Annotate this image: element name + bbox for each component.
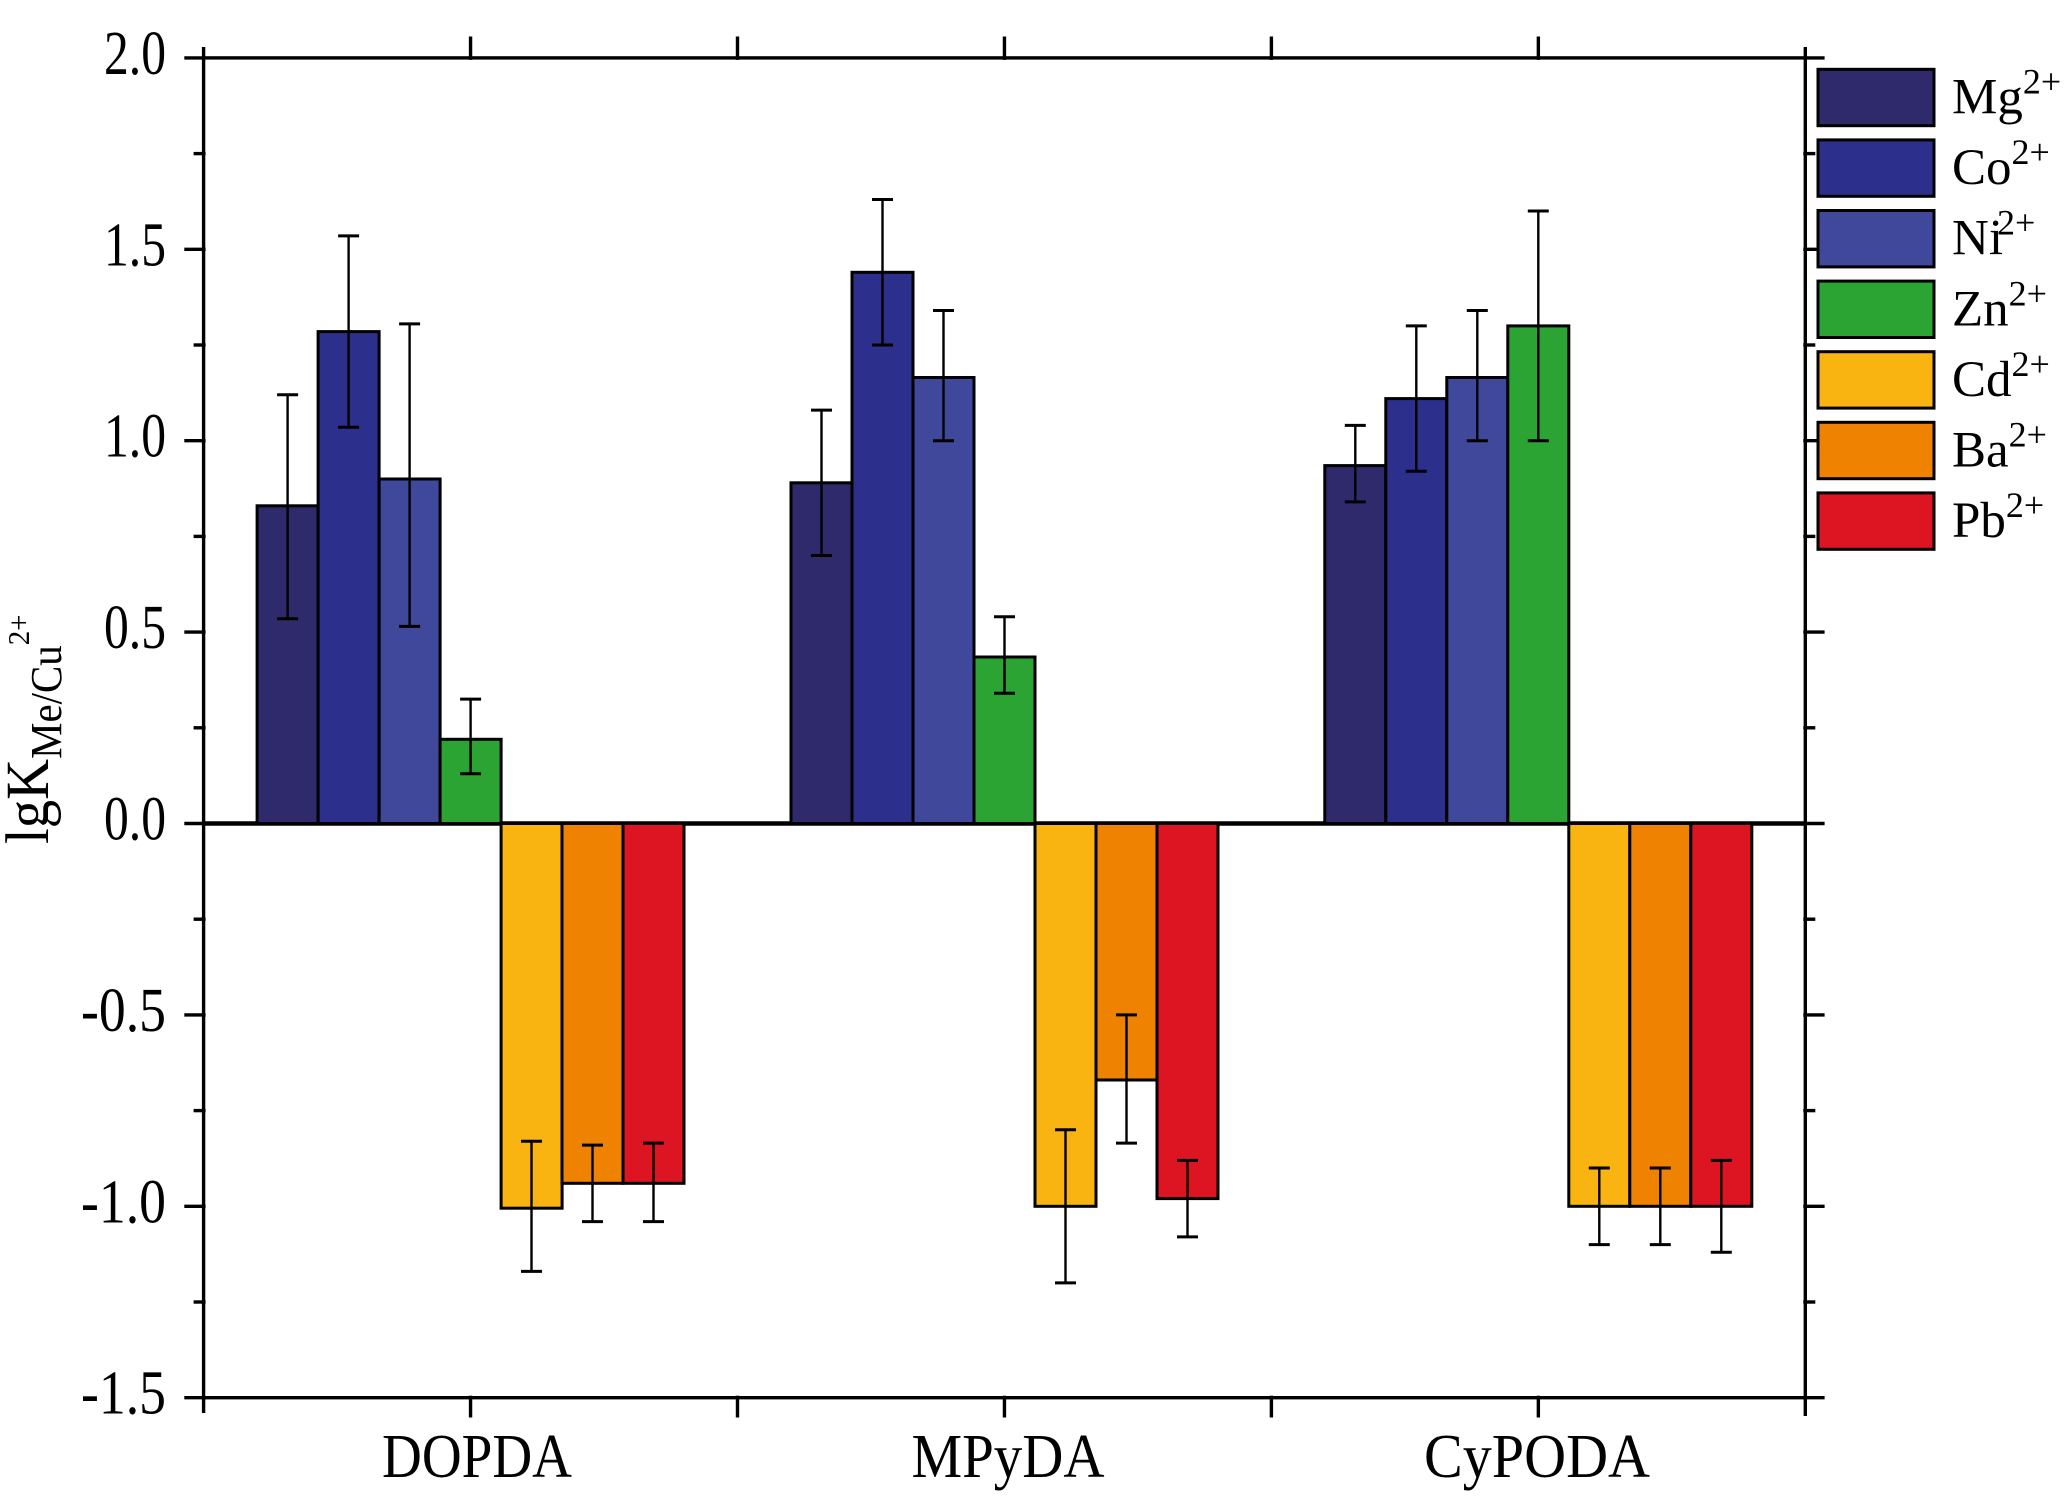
svg-text:DOPDA: DOPDA: [382, 1423, 572, 1491]
svg-text:2.0: 2.0: [104, 20, 166, 88]
svg-text:1.5: 1.5: [104, 211, 166, 279]
svg-text:CyPODA: CyPODA: [1424, 1423, 1650, 1491]
svg-text:-0.5: -0.5: [81, 977, 166, 1045]
svg-text:Mg2+: Mg2+: [1952, 62, 2061, 126]
svg-text:0.0: 0.0: [104, 786, 166, 854]
svg-text:MPyDA: MPyDA: [912, 1423, 1105, 1491]
svg-text:-1.5: -1.5: [81, 1360, 166, 1428]
svg-text:-1.0: -1.0: [81, 1168, 166, 1236]
svg-text:0.5: 0.5: [104, 594, 166, 662]
svg-text:1.0: 1.0: [104, 403, 166, 471]
